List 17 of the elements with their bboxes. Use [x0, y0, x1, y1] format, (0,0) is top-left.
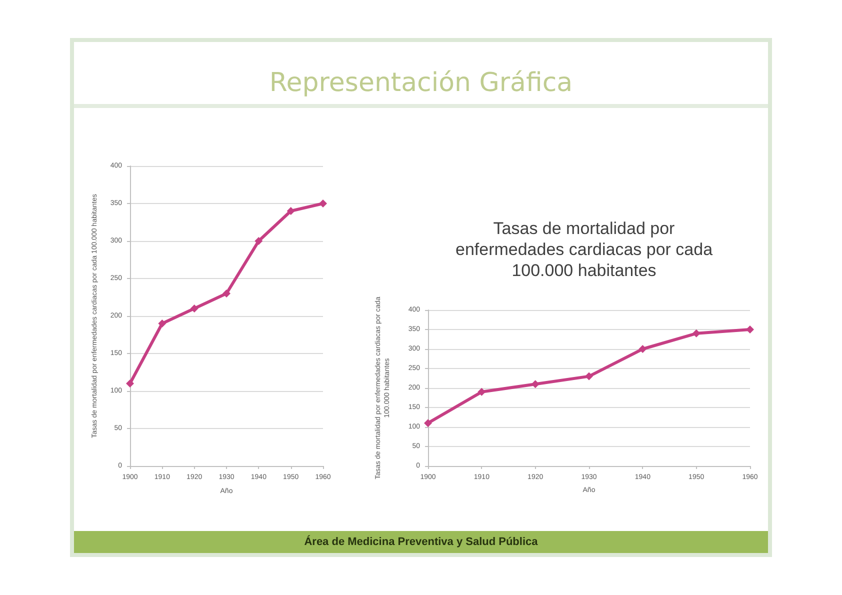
text: Representación Gráfica: [268, 68, 574, 98]
point: [254, 237, 263, 245]
point: [692, 329, 700, 338]
point: [222, 290, 230, 298]
point: [126, 380, 134, 388]
point: [531, 380, 540, 388]
footer-banner: Área de Medicina Preventiva y Salud Pública: [74, 531, 768, 553]
chart-title: Tasas de mortalidad por enfermedades cardiacas por cada 100.000 habitantes: [455, 219, 714, 280]
point: [319, 200, 327, 208]
point: [638, 345, 647, 353]
point: [478, 388, 486, 396]
point: [158, 320, 166, 328]
point: [424, 419, 432, 428]
point: [286, 207, 295, 215]
point: [190, 304, 198, 312]
point: [746, 326, 754, 334]
point: [585, 372, 593, 380]
